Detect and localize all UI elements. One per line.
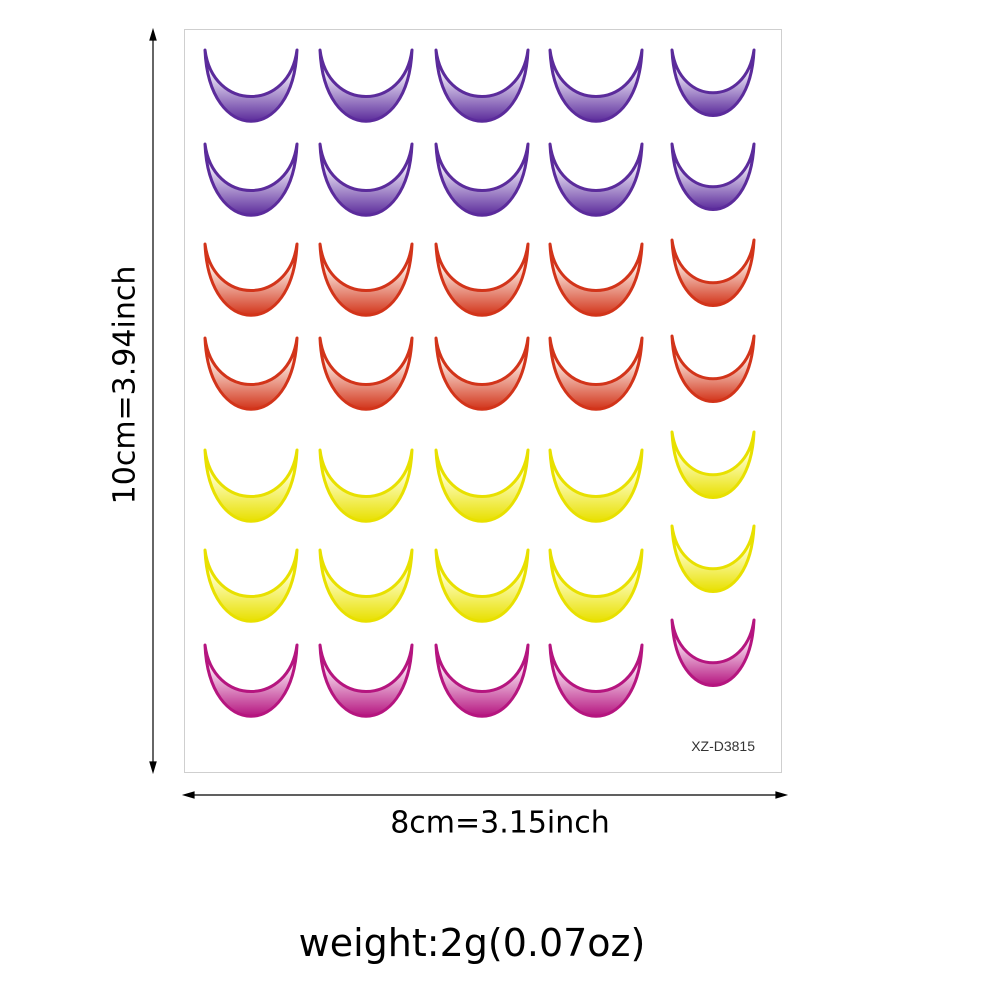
nail-tip-sticker-orange-red	[434, 242, 530, 317]
nail-tip-sticker-yellow	[670, 430, 756, 500]
nail-tip-sticker-orange-red	[318, 242, 414, 317]
nail-tip-sticker-purple	[434, 142, 530, 217]
nail-tip-sticker-magenta	[548, 643, 644, 718]
product-sku: XZ-D3815	[691, 738, 755, 754]
width-arrow	[181, 791, 789, 799]
nail-tip-sticker-purple	[548, 48, 644, 123]
nail-tip-sticker-yellow	[548, 548, 644, 623]
nail-tip-sticker-orange-red	[318, 336, 414, 411]
nail-tip-sticker-purple	[434, 48, 530, 123]
nail-tip-sticker-orange-red	[548, 242, 644, 317]
nail-tip-sticker-purple	[203, 48, 299, 123]
nail-tip-sticker-yellow	[434, 548, 530, 623]
nail-tip-sticker-yellow	[548, 448, 644, 523]
nail-tip-sticker-purple	[670, 142, 756, 212]
nail-tip-sticker-purple	[318, 48, 414, 123]
nail-tip-sticker-orange-red	[203, 242, 299, 317]
nail-tip-sticker-magenta	[318, 643, 414, 718]
nail-tip-sticker-magenta	[670, 618, 756, 688]
nail-tip-sticker-orange-red	[548, 336, 644, 411]
nail-tip-sticker-yellow	[203, 448, 299, 523]
nail-tip-sticker-magenta	[434, 643, 530, 718]
nail-tip-sticker-purple	[548, 142, 644, 217]
nail-tip-sticker-orange-red	[670, 238, 756, 308]
nail-tip-sticker-yellow	[318, 448, 414, 523]
sticker-grid	[203, 48, 756, 718]
height-dimension-label: 10cm=3.94inch	[107, 265, 143, 505]
nail-tip-sticker-purple	[670, 48, 756, 118]
nail-tip-sticker-orange-red	[670, 334, 756, 404]
nail-tip-sticker-orange-red	[203, 336, 299, 411]
weight-label: weight:2g(0.07oz)	[298, 921, 646, 965]
nail-tip-sticker-purple	[203, 142, 299, 217]
height-arrow	[149, 27, 157, 775]
nail-tip-sticker-yellow	[203, 548, 299, 623]
nail-tip-sticker-magenta	[203, 643, 299, 718]
nail-tip-sticker-purple	[318, 142, 414, 217]
nail-tip-sticker-yellow	[670, 524, 756, 594]
nail-tip-sticker-yellow	[318, 548, 414, 623]
sticker-sheet: XZ-D3815	[184, 29, 782, 773]
nail-tip-sticker-orange-red	[434, 336, 530, 411]
nail-tip-sticker-yellow	[434, 448, 530, 523]
width-dimension-label: 8cm=3.15inch	[390, 805, 610, 841]
